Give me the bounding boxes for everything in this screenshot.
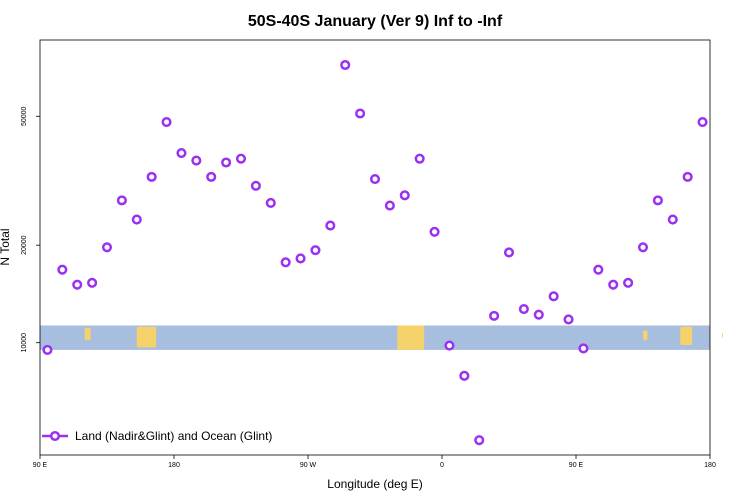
data-point (131, 214, 142, 225)
data-point (399, 190, 410, 201)
y-axis: 10000 20000 50000 (21, 106, 40, 352)
data-point (623, 277, 634, 288)
data-point (489, 310, 500, 321)
data-point (563, 314, 574, 325)
x-tick-label: 180 (704, 462, 716, 469)
land-patch (643, 330, 648, 341)
data-point (384, 200, 395, 211)
x-tick-label: 90 E (33, 462, 48, 469)
data-point (444, 340, 455, 351)
data-point (191, 155, 202, 166)
data-point (340, 59, 351, 71)
chart-title: 50S-40S January (Ver 9) Inf to -Inf (248, 13, 503, 30)
legend-label: Land (Nadir&Glint) and Ocean (Glint) (75, 429, 272, 443)
data-point (652, 195, 663, 206)
data-point (697, 116, 708, 128)
x-tick-label: 180 (168, 462, 180, 469)
data-point (518, 304, 529, 315)
plot-frame (39, 39, 711, 456)
data-point (369, 174, 381, 185)
data-point (206, 171, 217, 182)
data-point (637, 242, 649, 253)
y-tick-label: 10000 (21, 333, 28, 353)
data-point (548, 291, 559, 302)
plot-area (40, 59, 723, 446)
y-tick-label: 20000 (21, 235, 28, 255)
data-point (325, 220, 336, 231)
data-point (667, 214, 678, 225)
x-axis-label: Longitude (deg E) (327, 477, 422, 491)
data-point (101, 242, 113, 253)
data-point (682, 171, 693, 182)
x-tick-label: 90 E (569, 462, 584, 469)
data-point (116, 195, 127, 206)
data-point (42, 344, 53, 355)
data-point (608, 279, 619, 290)
data-point (429, 226, 440, 237)
data-point (295, 253, 306, 264)
x-tick-label: 90 W (300, 462, 317, 469)
legend: Land (Nadir&Glint) and Ocean (Glint) (42, 429, 272, 443)
data-point (280, 257, 291, 268)
data-point (474, 435, 485, 446)
data-point (355, 108, 366, 119)
data-point (87, 277, 98, 288)
data-point (533, 309, 544, 320)
legend-marker (49, 430, 61, 442)
data-point (250, 180, 261, 191)
data-point (146, 171, 157, 182)
data-point (265, 197, 276, 209)
data-point (221, 157, 232, 168)
land-patch (721, 332, 723, 338)
x-tick-label: 0 (440, 462, 444, 469)
y-tick-label: 50000 (21, 106, 28, 126)
data-point (72, 279, 83, 290)
land-patch (136, 326, 157, 348)
data-point (414, 153, 425, 164)
data-point (310, 245, 321, 256)
data-point (459, 370, 470, 381)
data-point (57, 264, 68, 275)
x-axis: 90 E 180 90 W 0 90 E 180 (33, 455, 716, 469)
data-point (593, 264, 604, 275)
data-point (176, 148, 187, 159)
data-point (161, 116, 172, 128)
land-patch (84, 327, 91, 341)
data-point (578, 343, 589, 354)
land-patch (397, 325, 425, 350)
data-point (235, 153, 247, 164)
data-point (503, 247, 515, 258)
y-axis-label: N Total (0, 228, 12, 265)
land-patch (680, 326, 693, 346)
